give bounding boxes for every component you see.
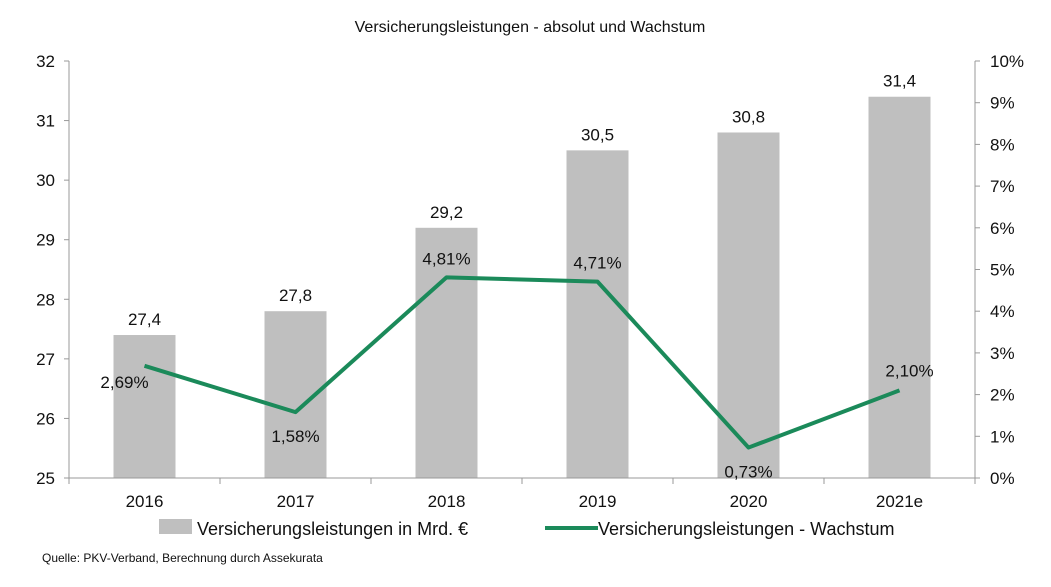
y-left-tick-label: 32	[36, 52, 55, 71]
x-tick-label: 2020	[730, 492, 768, 511]
bar-2016	[114, 335, 176, 478]
y-right-tick-label: 3%	[990, 344, 1015, 363]
x-tick-label: 2021e	[876, 492, 923, 511]
bar-label: 27,4	[128, 310, 161, 329]
x-tick-label: 2019	[579, 492, 617, 511]
y-left-tick-label: 27	[36, 350, 55, 369]
x-tick-label: 2018	[428, 492, 466, 511]
growth-label: 2,10%	[885, 361, 933, 380]
legend-label-bars: Versicherungsleistungen in Mrd. €	[197, 519, 468, 539]
y-left-tick-label: 26	[36, 409, 55, 428]
bar-label: 27,8	[279, 286, 312, 305]
growth-label: 0,73%	[724, 463, 772, 482]
y-right-tick-label: 4%	[990, 302, 1015, 321]
y-right-tick-label: 7%	[990, 177, 1015, 196]
growth-label: 1,58%	[271, 427, 319, 446]
y-left-tick-label: 29	[36, 231, 55, 250]
bar-2019	[567, 150, 629, 478]
y-right-tick-label: 10%	[990, 52, 1024, 71]
bar-2021e	[869, 97, 931, 478]
growth-line	[145, 277, 900, 447]
y-left-tick-label: 31	[36, 112, 55, 131]
legend: Versicherungsleistungen in Mrd. € Versic…	[159, 519, 894, 539]
growth-label: 4,81%	[422, 249, 470, 268]
y-right-tick-label: 0%	[990, 469, 1015, 488]
y-right-tick-label: 2%	[990, 386, 1015, 405]
y-left-tick-label: 25	[36, 469, 55, 488]
y-right-tick-label: 5%	[990, 261, 1015, 280]
bar-label: 29,2	[430, 203, 463, 222]
bar-label: 30,8	[732, 107, 765, 126]
legend-swatch-bars	[159, 519, 192, 534]
bar-label: 31,4	[883, 72, 916, 91]
y-right-tick-label: 8%	[990, 135, 1015, 154]
bar-label: 30,5	[581, 125, 614, 144]
chart-title: Versicherungsleistungen - absolut und Wa…	[355, 19, 706, 36]
y-right-tick-label: 9%	[990, 94, 1015, 113]
growth-label: 2,69%	[100, 373, 148, 392]
growth-label: 4,71%	[573, 254, 621, 273]
source-note: Quelle: PKV-Verband, Berechnung durch As…	[42, 551, 323, 565]
x-tick-label: 2017	[277, 492, 315, 511]
y-left-tick-label: 30	[36, 171, 55, 190]
legend-label-line: Versicherungsleistungen - Wachstum	[598, 519, 894, 539]
y-left-tick-label: 28	[36, 290, 55, 309]
y-right-tick-label: 6%	[990, 219, 1015, 238]
x-tick-label: 2016	[126, 492, 164, 511]
y-right-tick-label: 1%	[990, 427, 1015, 446]
